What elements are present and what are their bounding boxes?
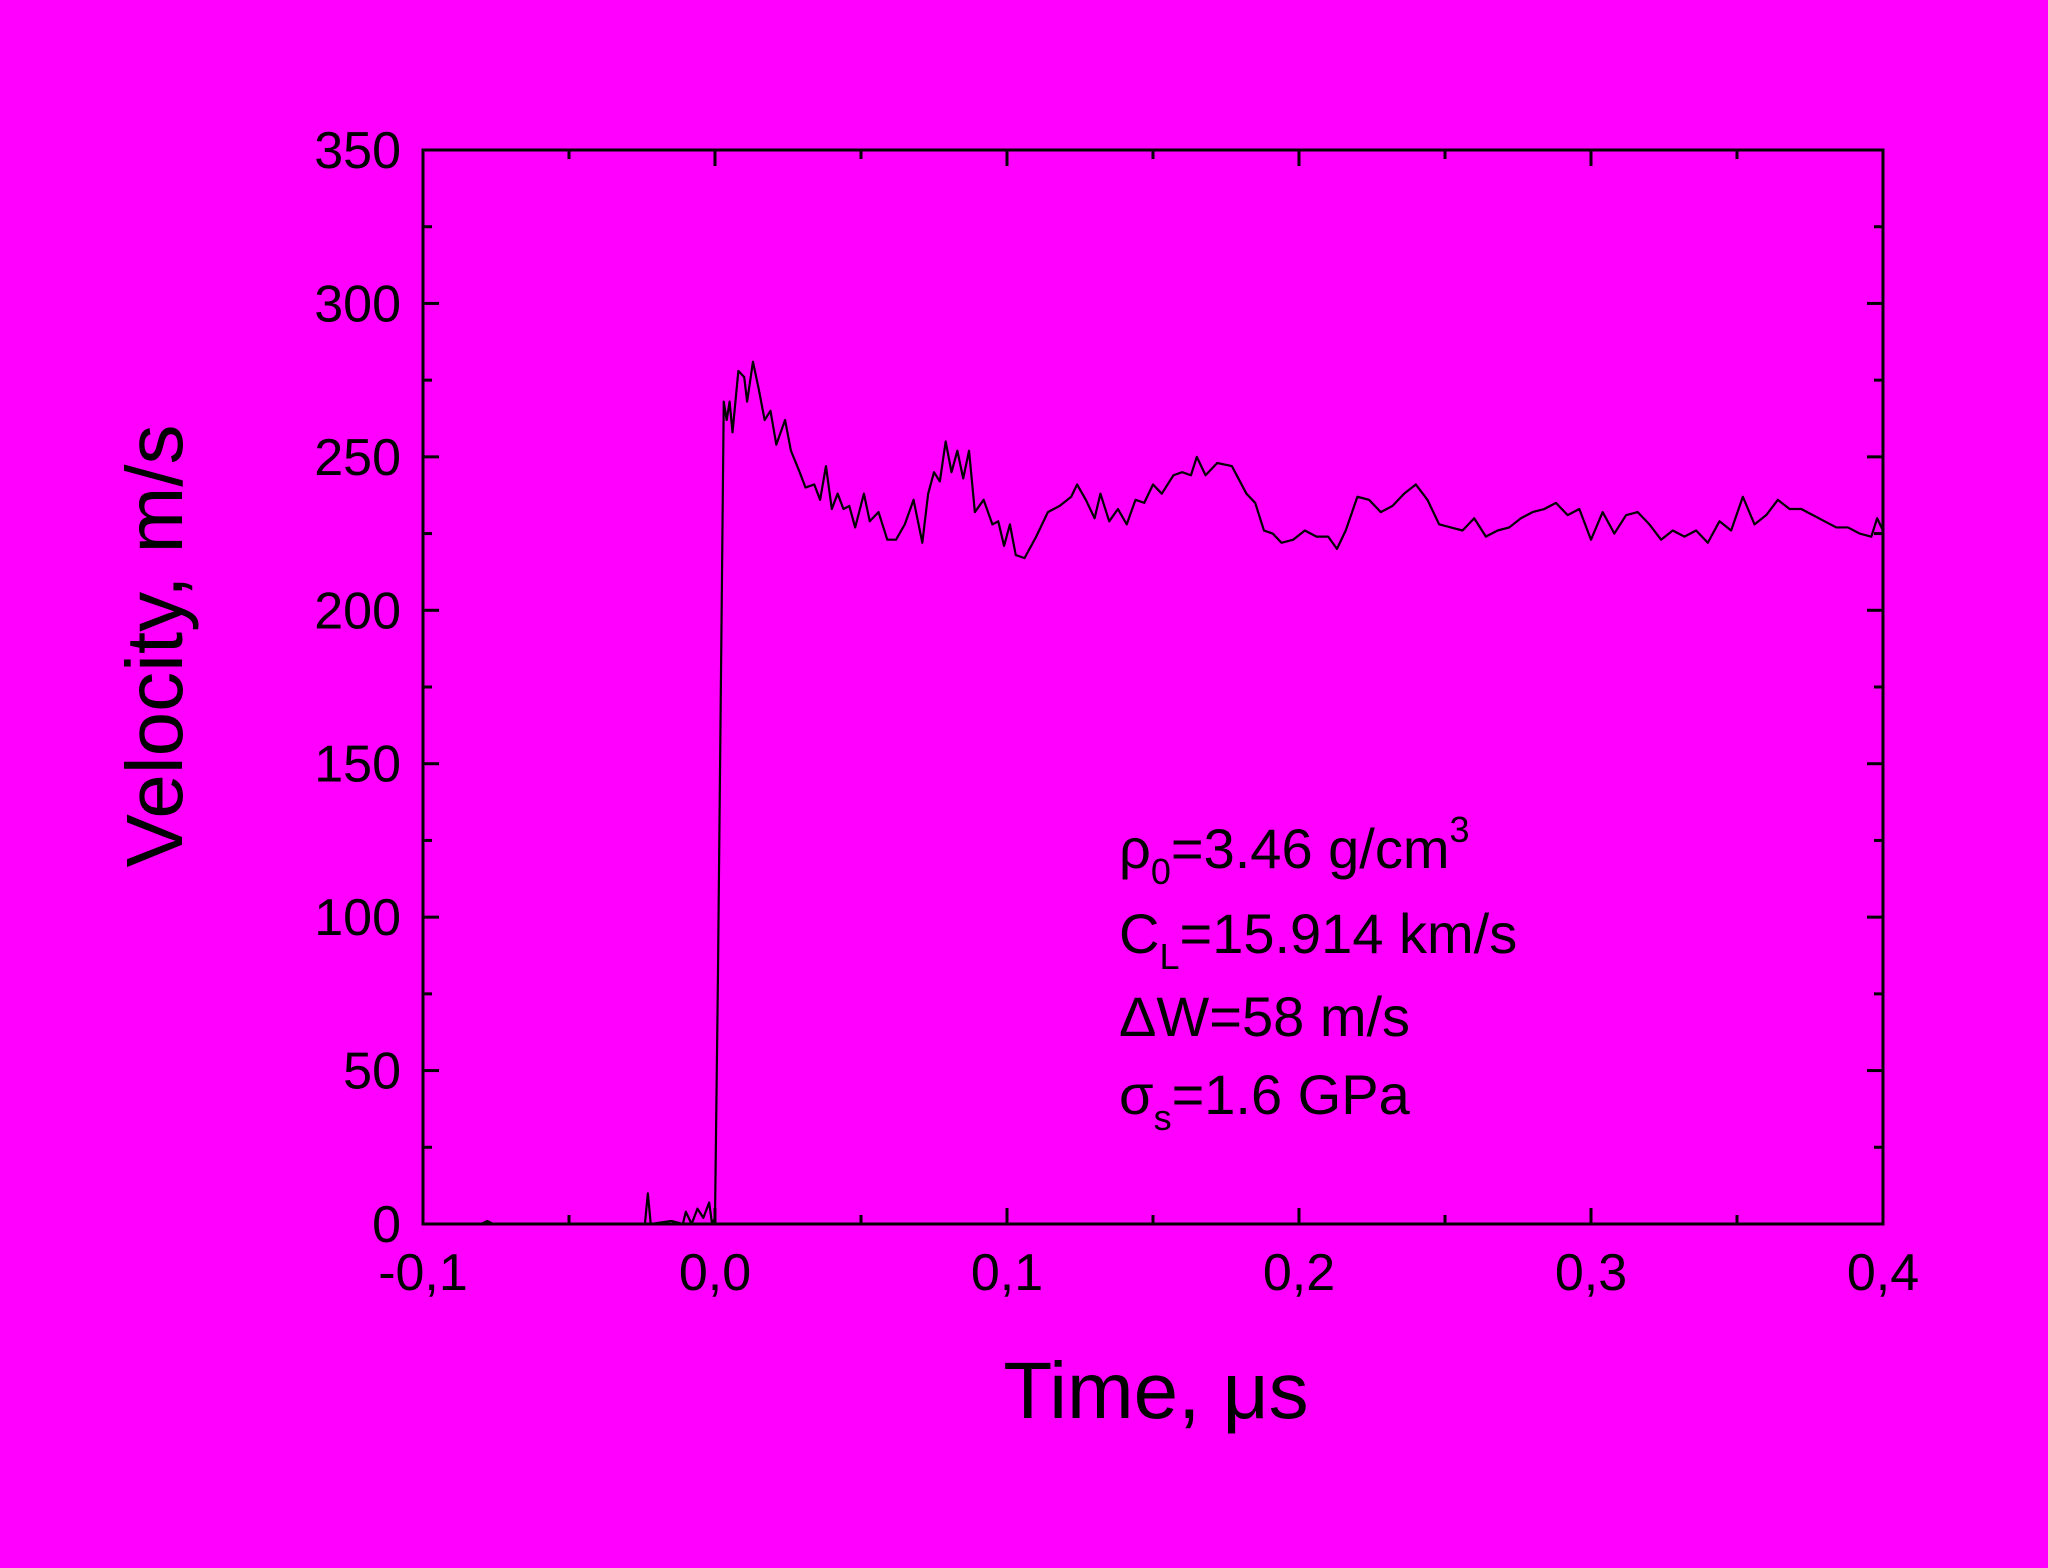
x-tick-label: 0,0 — [679, 1244, 751, 1302]
annotation: CL=15.914 km/s — [1119, 902, 1517, 977]
y-tick-label: 350 — [314, 122, 401, 180]
y-tick-label: 100 — [314, 889, 401, 947]
annotation-part: =3.46 g/cm — [1171, 817, 1450, 880]
y-axis-title: Velocity, m/s — [110, 424, 199, 867]
annotation-part: =1.6 GPa — [1172, 1063, 1411, 1126]
annotation-part: C — [1119, 902, 1159, 965]
annotation-part: ΔW=58 m/s — [1119, 985, 1410, 1048]
y-tick-label: 0 — [372, 1196, 401, 1254]
plot-frame — [421, 148, 1885, 1226]
y-tick-label: 300 — [314, 275, 401, 333]
y-tick-label: 250 — [314, 429, 401, 487]
x-tick-label: 0,2 — [1263, 1244, 1335, 1302]
data-line — [423, 360, 1884, 1226]
x-axis-title: Time, μs — [1003, 1346, 1308, 1435]
x-tick-label: 0,1 — [971, 1244, 1043, 1302]
x-tick-label: -0,1 — [378, 1244, 468, 1302]
annotation: ρ0=3.46 g/cm3 — [1119, 809, 1470, 892]
y-tick-label: 50 — [343, 1043, 401, 1101]
x-tick-label: 0,3 — [1555, 1244, 1627, 1302]
annotation: σs=1.6 GPa — [1119, 1063, 1411, 1138]
y-tick-label: 200 — [314, 582, 401, 640]
y-tick-label: 150 — [314, 736, 401, 794]
annotation: ΔW=58 m/s — [1119, 985, 1410, 1048]
annotation-part: L — [1159, 936, 1179, 977]
annotation-part: 0 — [1151, 851, 1171, 892]
annotation-part: ρ — [1119, 817, 1151, 880]
annotation-part: σ — [1119, 1063, 1154, 1126]
annotation-part: s — [1154, 1097, 1172, 1138]
x-tick-label: 0,4 — [1847, 1244, 1919, 1302]
annotation-part: =15.914 km/s — [1179, 902, 1517, 965]
annotation-part: 3 — [1450, 809, 1470, 850]
